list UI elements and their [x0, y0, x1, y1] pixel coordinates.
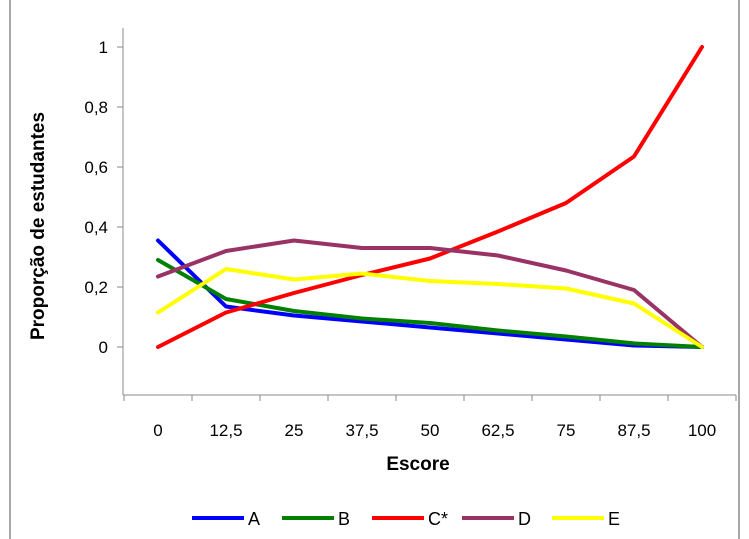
legend-label-e: E — [608, 509, 620, 529]
x-tick-label: 100 — [688, 421, 716, 440]
x-tick-label: 50 — [421, 421, 440, 440]
x-tick-label: 0 — [153, 421, 162, 440]
series-line-d — [156, 238, 704, 349]
series-line-c — [156, 45, 704, 349]
y-tick-label: 0,6 — [84, 158, 108, 177]
y-axis-title: Proporção de estudantes — [28, 112, 49, 340]
legend-label-c: C* — [428, 509, 448, 529]
x-axis-title: Escore — [386, 454, 449, 475]
x-tick-label: 37,5 — [345, 421, 378, 440]
series-lines — [156, 45, 704, 349]
x-tick-label: 62,5 — [481, 421, 514, 440]
legend-label-d: D — [518, 509, 531, 529]
x-tick-label: 12,5 — [209, 421, 242, 440]
y-tick-label: 0,4 — [84, 218, 108, 237]
y-tick-label: 0 — [99, 338, 108, 357]
legend-label-b: B — [338, 509, 350, 529]
y-tick-label: 0,2 — [84, 278, 108, 297]
plot-area: 0 0,2 0,4 0,6 0,8 1 0 12,5 25 37,5 50 62,5 75 87,5 10… — [84, 28, 737, 440]
y-axis-ticks: 0 0,2 0,4 0,6 0,8 1 — [84, 38, 123, 357]
legend-label-a: A — [248, 509, 260, 529]
legend: A B C* D E — [192, 509, 620, 529]
x-tick-label: 75 — [557, 421, 576, 440]
x-tick-label: 87,5 — [617, 421, 650, 440]
x-axis-ticks: 0 12,5 25 37,5 50 62,5 75 87,5 100 — [123, 395, 737, 440]
series-line-b — [156, 258, 704, 349]
y-tick-label: 1 — [99, 38, 108, 57]
series-line-a — [156, 238, 704, 349]
y-tick-label: 0,8 — [84, 98, 108, 117]
series-line-e — [156, 267, 704, 349]
x-tick-label: 25 — [285, 421, 304, 440]
